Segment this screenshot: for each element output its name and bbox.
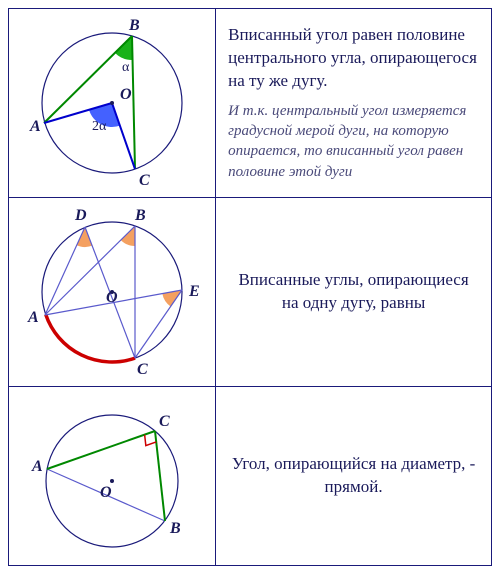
label-C: C [139, 172, 150, 189]
label-B3: B [169, 520, 181, 537]
theorem-text-2: Вписанные углы, опирающиеся на одну дугу… [238, 270, 468, 312]
label-two-alpha: 2α [92, 119, 107, 134]
diagram-cell-3: A B C O [9, 387, 216, 566]
label-C3: C [159, 413, 170, 430]
label-D2: D [74, 207, 87, 224]
text-cell-1: Вписанный угол равен половине центрально… [216, 9, 492, 198]
label-O2: O [106, 289, 118, 306]
diagram-inscribed-central: A B C O α 2α [17, 13, 207, 193]
label-B: B [128, 17, 140, 34]
diagram-cell-1: A B C O α 2α [9, 9, 216, 198]
diagram-equal-inscribed: A B C D E O [17, 202, 207, 382]
label-O: O [120, 86, 132, 103]
label-A: A [29, 118, 41, 135]
label-C2: C [137, 361, 148, 378]
table-row: A B C D E O Вписанные углы, опирающиеся … [9, 198, 492, 387]
label-E2: E [188, 283, 200, 300]
theorem-note-1: И т.к. центральный угол измеряется граду… [228, 101, 479, 182]
theorem-text-1: Вписанный угол равен половине центрально… [228, 25, 477, 90]
label-alpha: α [122, 60, 130, 75]
theorem-text-3: Угол, опирающийся на диаметр, - прямой. [232, 454, 475, 496]
label-B2: B [134, 207, 146, 224]
diagram-cell-2: A B C D E O [9, 198, 216, 387]
table-row: A B C O α 2α Вписанный угол равен полови… [9, 9, 492, 198]
label-A2: A [27, 309, 39, 326]
theorem-table: A B C O α 2α Вписанный угол равен полови… [8, 8, 492, 566]
label-A3: A [31, 458, 43, 475]
text-cell-2: Вписанные углы, опирающиеся на одну дугу… [216, 198, 492, 387]
table-row: A B C O Угол, опирающийся на диаметр, - … [9, 387, 492, 566]
label-O3: O [100, 484, 112, 501]
text-cell-3: Угол, опирающийся на диаметр, - прямой. [216, 387, 492, 566]
